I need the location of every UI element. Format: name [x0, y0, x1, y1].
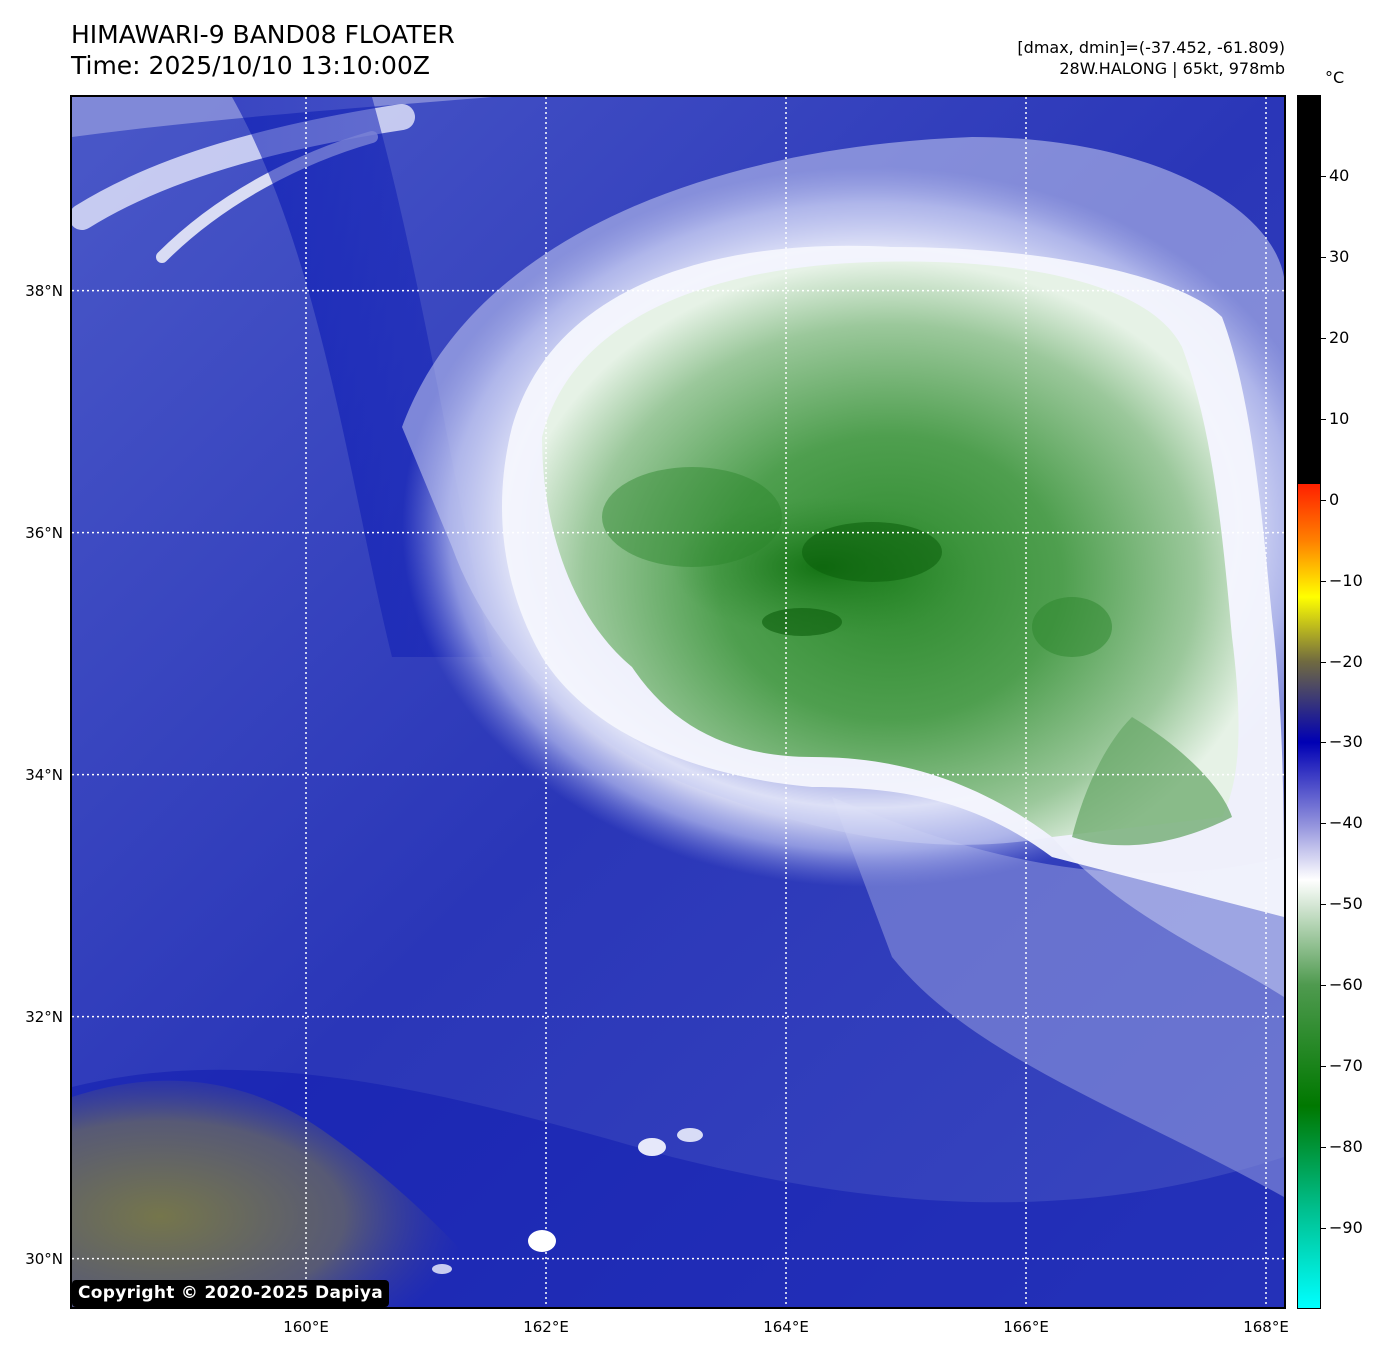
- latitude-label: 32°N: [25, 1007, 63, 1026]
- colorbar-tick-label: 0: [1329, 489, 1340, 509]
- longitude-label: 166°E: [1003, 1318, 1049, 1336]
- colorbar-tick-label: −10: [1329, 570, 1363, 590]
- colorbar-tick-label: −20: [1329, 651, 1363, 671]
- colorbar-tick-mark: [1321, 1228, 1326, 1230]
- colorbar-tick-mark: [1321, 985, 1326, 987]
- colorbar-tick-label: −60: [1329, 975, 1363, 995]
- colorbar-tick-mark: [1321, 742, 1326, 744]
- colorbar-tick-label: −80: [1329, 1137, 1363, 1157]
- longitude-label: 164°E: [763, 1318, 809, 1336]
- map-gridlines: [72, 97, 1284, 1307]
- latitude-label: 30°N: [25, 1249, 63, 1268]
- colorbar-tick-label: 20: [1329, 327, 1350, 347]
- colorbar: [1297, 95, 1321, 1309]
- observation-time: Time: 2025/10/10 13:10:00Z: [71, 51, 430, 80]
- storm-info-text: 28W.HALONG | 65kt, 978mb: [1059, 59, 1285, 78]
- colorbar-tick-label: 30: [1329, 246, 1350, 266]
- colorbar-tick-mark: [1321, 904, 1326, 906]
- colorbar-tick-mark: [1321, 661, 1326, 663]
- colorbar-tick-mark: [1321, 256, 1326, 258]
- colorbar-tick-mark: [1321, 499, 1326, 501]
- longitude-label: 168°E: [1243, 1318, 1289, 1336]
- colorbar-tick-label: −40: [1329, 813, 1363, 833]
- longitude-label: 162°E: [523, 1318, 569, 1336]
- colorbar-tick-mark: [1321, 337, 1326, 339]
- latitude-label: 34°N: [25, 765, 63, 784]
- colorbar-tick-mark: [1321, 175, 1326, 177]
- colorbar-tick-label: 10: [1329, 408, 1350, 428]
- colorbar-tick-label: −70: [1329, 1056, 1363, 1076]
- map-title: HIMAWARI-9 BAND08 FLOATER: [71, 20, 455, 49]
- colorbar-tick-mark: [1321, 418, 1326, 420]
- colorbar-unit: °C: [1325, 68, 1345, 87]
- colorbar-tick-mark: [1321, 823, 1326, 825]
- colorbar-tick-label: −90: [1329, 1218, 1363, 1238]
- longitude-label: 160°E: [283, 1318, 329, 1336]
- satellite-imagery: [72, 97, 1284, 1307]
- latitude-label: 36°N: [25, 523, 63, 542]
- latitude-label: 38°N: [25, 281, 63, 300]
- value-range-text: [dmax, dmin]=(-37.452, -61.809): [1017, 38, 1285, 57]
- colorbar-tick-mark: [1321, 580, 1326, 582]
- copyright-badge: Copyright © 2020-2025 Dapiya: [72, 1280, 389, 1307]
- colorbar-tick-mark: [1321, 1147, 1326, 1149]
- colorbar-tick-label: −50: [1329, 894, 1363, 914]
- colorbar-tick-label: −30: [1329, 732, 1363, 752]
- colorbar-tick-label: 40: [1329, 165, 1350, 185]
- colorbar-tick-mark: [1321, 1066, 1326, 1068]
- satellite-map: [70, 95, 1286, 1309]
